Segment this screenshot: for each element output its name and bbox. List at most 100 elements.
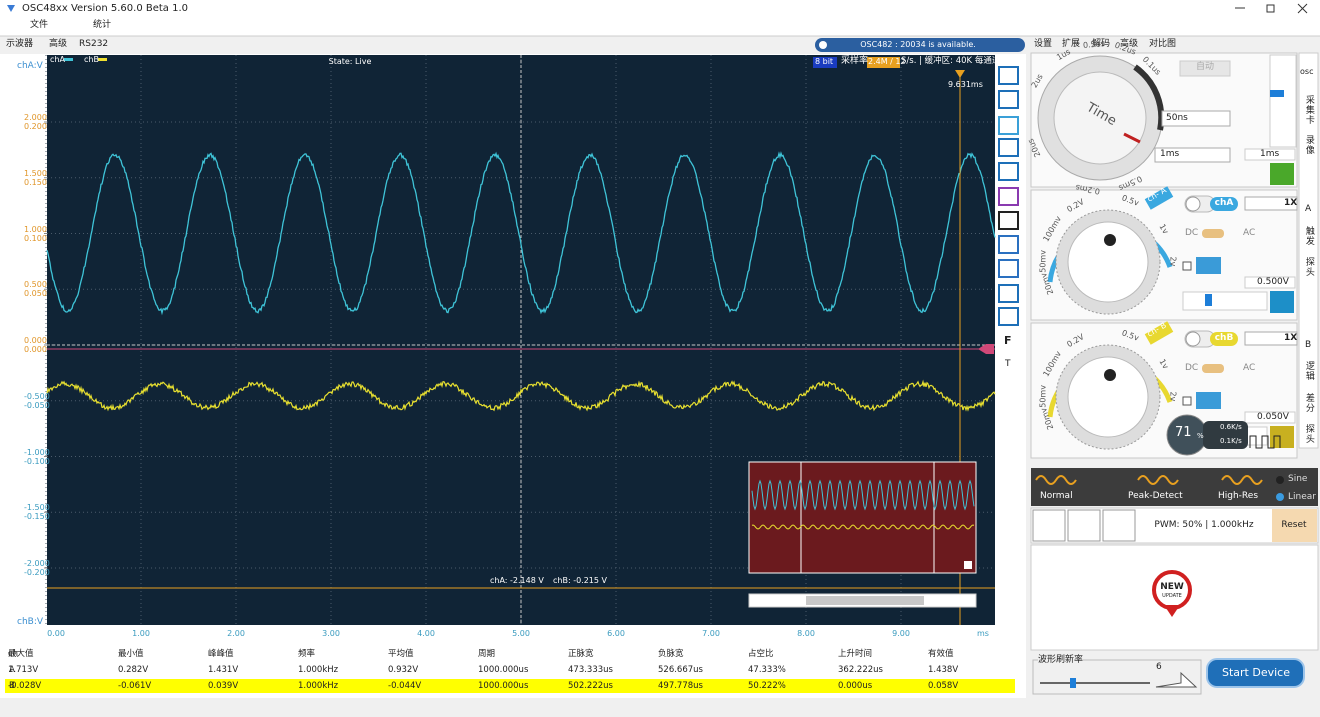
side-tab[interactable]: 逻辑 — [1303, 361, 1314, 381]
coupling[interactable]: AC — [1243, 228, 1256, 238]
reset-button-text[interactable]: Reset — [1281, 520, 1307, 530]
channel-name[interactable]: chA — [1214, 198, 1234, 208]
tab[interactable]: 示波器 — [6, 39, 34, 49]
toolbar-icon[interactable] — [998, 162, 1019, 181]
side-tab[interactable]: 探头 — [1303, 257, 1314, 277]
start-button[interactable] — [1206, 658, 1305, 688]
coupling-switch[interactable] — [1202, 364, 1224, 373]
start-button-text[interactable]: Start Device — [1222, 666, 1290, 679]
mode-icon[interactable] — [1221, 475, 1263, 485]
toolbar-icon[interactable] — [998, 90, 1019, 109]
settings-tab[interactable]: 解码 — [1092, 39, 1111, 49]
cell: 1.000kHz — [298, 681, 339, 691]
minimap-check[interactable] — [964, 561, 972, 569]
refresh-group — [1032, 659, 1202, 695]
tool-icon[interactable] — [1067, 509, 1101, 542]
channel-pill[interactable] — [1210, 332, 1238, 346]
menu-item[interactable]: 文件 — [30, 20, 49, 30]
cursor-readout: chB: -0.215 V — [553, 576, 607, 585]
legend-item[interactable]: chA — [50, 55, 65, 64]
tool-icon[interactable] — [1102, 509, 1136, 542]
menu-item[interactable]: 统计 — [93, 20, 112, 30]
coupling-switch[interactable] — [1202, 229, 1224, 238]
coupling[interactable]: DC — [1185, 363, 1199, 373]
probe-select[interactable]: 1X — [1284, 198, 1298, 208]
toggle-knob — [1185, 196, 1201, 212]
reset-button[interactable] — [1272, 509, 1317, 542]
update-text[interactable]: UPDATE — [1162, 593, 1182, 599]
settings-tab[interactable]: 高级 — [1120, 39, 1139, 49]
coupling[interactable]: AC — [1243, 363, 1256, 373]
side-tab[interactable]: 采集卡 — [1303, 95, 1314, 125]
time-select[interactable]: 1ms — [1160, 149, 1180, 159]
refresh-button[interactable] — [1270, 163, 1294, 185]
slider-thumb[interactable] — [1270, 90, 1284, 97]
radio[interactable] — [1276, 476, 1284, 484]
toolbar-t[interactable]: T — [1005, 359, 1011, 369]
toolbar-icon[interactable] — [998, 235, 1019, 254]
window-control[interactable] — [1297, 3, 1308, 14]
side-tab[interactable]: osc — [1300, 67, 1314, 76]
refresh-button[interactable] — [1270, 426, 1294, 448]
dropdown[interactable] — [1244, 196, 1298, 211]
tool-icon[interactable] — [1032, 509, 1066, 542]
settings-tab[interactable]: 扩展 — [1062, 39, 1081, 49]
settings-tab[interactable]: 设置 — [1034, 39, 1053, 49]
toolbar-icon[interactable] — [998, 138, 1019, 157]
tab[interactable]: RS232 — [79, 39, 109, 49]
mode-option[interactable]: Peak-Detect — [1128, 491, 1183, 501]
toolbar-icon[interactable] — [998, 116, 1019, 135]
auto-button-text[interactable]: 自动 — [1195, 62, 1215, 72]
mode-option[interactable]: Normal — [1040, 491, 1073, 501]
side-tab[interactable]: 差分 — [1303, 393, 1314, 413]
mode-icon[interactable] — [1035, 475, 1077, 485]
slider-thumb[interactable] — [1205, 294, 1212, 306]
settings-tab[interactable]: 对比图 — [1149, 39, 1177, 49]
waveform-option[interactable]: Sine — [1288, 474, 1308, 484]
cell: -0.028V — [8, 681, 42, 691]
window-control[interactable] — [1266, 4, 1275, 13]
toolbar-icon[interactable] — [998, 187, 1019, 206]
zero-marker — [978, 344, 994, 354]
side-tab[interactable]: B — [1305, 340, 1312, 350]
toolbar-icon[interactable] — [998, 66, 1019, 85]
side-tab[interactable]: 探头 — [1303, 424, 1314, 444]
refresh-thumb[interactable] — [1070, 678, 1076, 688]
scroll-thumb[interactable] — [806, 596, 924, 605]
channel-name[interactable]: chB — [1214, 333, 1234, 343]
column-header: 平均值 — [388, 649, 414, 659]
x-tick-label: 3.00 — [322, 629, 340, 638]
toolbar-icon[interactable] — [998, 284, 1019, 303]
legend-item[interactable]: chB — [84, 55, 99, 64]
mode-option[interactable]: High-Res — [1218, 491, 1259, 501]
side-tab[interactable]: 录像 — [1303, 135, 1314, 155]
checkbox[interactable] — [1182, 396, 1192, 406]
dropdown[interactable] — [1244, 331, 1298, 346]
side-tab[interactable]: A — [1305, 204, 1312, 214]
slider-track — [1269, 54, 1297, 148]
toolbar-icon[interactable] — [998, 307, 1019, 326]
square-wave-icon — [1249, 435, 1281, 449]
side-tab[interactable]: 触发 — [1303, 226, 1314, 246]
dropdown[interactable] — [1161, 110, 1231, 127]
notice-text[interactable]: OSC482 : 20034 is available. — [860, 40, 976, 49]
dropdown[interactable] — [1154, 147, 1231, 163]
update-text[interactable]: NEW — [1160, 582, 1184, 592]
probe-select[interactable]: 1X — [1284, 333, 1298, 343]
tab[interactable]: 高级 — [49, 39, 68, 49]
toolbar-icon[interactable] — [998, 211, 1019, 230]
refresh-button[interactable] — [1270, 291, 1294, 313]
timebase-select[interactable]: 50ns — [1166, 113, 1188, 123]
x-tick-label: 1.00 — [132, 629, 150, 638]
radio[interactable] — [1276, 493, 1284, 501]
waveform-option[interactable]: Linear — [1288, 492, 1316, 502]
cursor-handle[interactable] — [955, 70, 965, 78]
channel-pill[interactable] — [1210, 197, 1238, 211]
auto-button[interactable] — [1179, 60, 1231, 77]
mode-icon[interactable] — [1137, 475, 1179, 485]
toolbar-icon[interactable] — [998, 259, 1019, 278]
checkbox[interactable] — [1182, 261, 1192, 271]
coupling[interactable]: DC — [1185, 228, 1199, 238]
toolbar-f[interactable]: F — [1004, 334, 1012, 347]
